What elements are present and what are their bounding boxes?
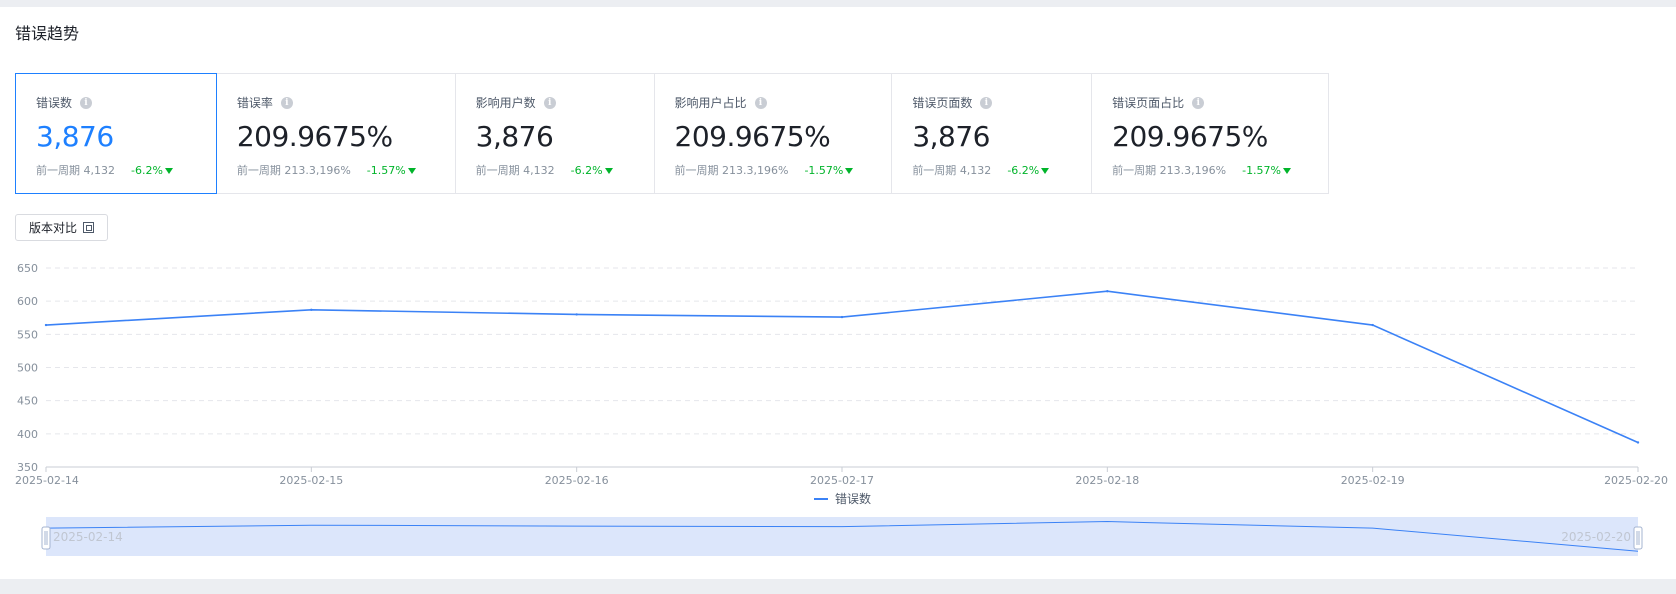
info-icon[interactable]: i [80,96,93,109]
error-trend-panel [0,7,1676,579]
prev-value: 4,132 [523,163,555,177]
compare-icon [83,222,94,233]
card-label: 错误页面占比 [1112,96,1185,110]
x-tick-label: 2025-02-14 [15,474,79,487]
info-icon[interactable]: i [754,96,767,109]
card-label: 影响用户占比 [674,96,747,110]
card-label: 影响用户数 [475,96,536,110]
y-tick-label: 550 [17,328,38,341]
version-compare-button[interactable]: 版本对比 [15,214,108,241]
handle-grip [41,526,51,550]
x-tick-label: 2025-02-17 [810,474,874,487]
arrow-down-icon [164,168,173,174]
prev-label: 前一周期 [912,164,957,177]
metric-cards: 错误数 i 3,876 前一周期 4,132 -6.2% 错误率 i 209.9675… [15,73,1329,194]
legend-label: 错误数 [835,491,871,506]
arrow-down-icon [604,168,613,174]
datazoom-end-handle[interactable] [1633,526,1643,550]
version-compare-label: 版本对比 [28,221,77,235]
metric-card-affected-user-ratio[interactable]: 影响用户占比 i 209.9675% 前一周期 213.3,196% -1.57% [655,74,893,193]
info-icon[interactable]: i [280,96,293,109]
prev-value: 4,132 [959,163,992,177]
prev-label: 前一周期 [475,164,520,177]
prev-value: 213.3,196% [722,163,789,177]
card-value: 3,876 [36,120,114,153]
datazoom-start-handle[interactable] [41,526,51,550]
y-tick-label: 650 [17,262,38,275]
datazoom-window [46,517,1638,556]
data-point [840,315,844,319]
card-label: 错误数 [36,96,73,110]
card-label: 错误率 [236,96,273,110]
card-label: 错误页面数 [912,96,973,110]
info-icon[interactable]: i [980,96,993,109]
info-icon[interactable]: i [543,96,556,109]
card-value: 3,876 [912,120,990,153]
section-title: 错误趋势 [15,24,80,43]
metric-card-error-page-ratio[interactable]: 错误页面占比 i 209.9675% 前一周期 213.3,196% -1.57% [1092,74,1328,193]
delta-value: -6.2% [131,163,163,177]
prev-value: 213.3,196% [284,163,351,177]
series-line [45,290,1639,444]
x-tick-label: 2025-02-15 [279,474,343,487]
data-point [1636,441,1640,444]
card-value: 3,876 [475,120,554,153]
prev-label: 前一周期 [236,164,281,177]
data-point [1106,290,1109,293]
x-tick-label: 2025-02-19 [1341,474,1405,487]
x-tick-label: 2025-02-18 [1075,474,1139,487]
data-point [44,323,48,327]
delta-value: -1.57% [804,163,844,177]
delta-value: -1.57% [1242,163,1282,177]
y-tick-label: 450 [17,395,38,408]
prev-label: 前一周期 [1112,164,1157,177]
metric-card-affected-users[interactable]: 影响用户数 i 3,876 前一周期 4,132 -6.2% [456,74,655,193]
datazoom-preview-line [45,521,1639,552]
delta-value: -1.57% [366,163,406,177]
y-tick-label: 600 [17,295,38,308]
metric-card-error-count[interactable]: 错误数 i 3,876 前一周期 4,132 -6.2% [15,73,217,194]
prev-value: 4,132 [83,163,116,177]
arrow-down-icon [407,168,416,174]
y-tick-label: 350 [17,461,38,474]
y-tick-label: 500 [17,362,38,375]
prev-value: 213.3,196% [1159,163,1227,177]
card-value: 209.9675% [236,120,393,153]
data-point [310,308,313,311]
delta-value: -6.2% [570,163,603,177]
data-point [1371,323,1374,327]
datazoom-end-label: 2025-02-20 [1561,530,1631,544]
handle-grip [1633,526,1643,550]
x-tick-label: 2025-02-20 [1604,474,1668,487]
delta-value: -6.2% [1007,163,1040,177]
card-value: 209.9675% [674,120,831,153]
x-tick-label: 2025-02-16 [545,474,609,487]
arrow-down-icon [1283,168,1292,174]
arrow-down-icon [1041,168,1050,174]
metric-card-error-pages[interactable]: 错误页面数 i 3,876 前一周期 4,132 -6.2% [892,74,1093,193]
prev-label: 前一周期 [36,164,80,177]
card-value: 209.9675% [1112,120,1268,153]
prev-label: 前一周期 [674,164,719,177]
arrow-down-icon [845,168,854,174]
data-point [575,313,578,316]
metric-card-error-rate[interactable]: 错误率 i 209.9675% 前一周期 213.3,196% -1.57% [217,74,456,193]
datazoom-start-label: 2025-02-14 [53,530,123,544]
info-icon[interactable]: i [1192,96,1205,109]
y-tick-label: 400 [17,428,38,441]
